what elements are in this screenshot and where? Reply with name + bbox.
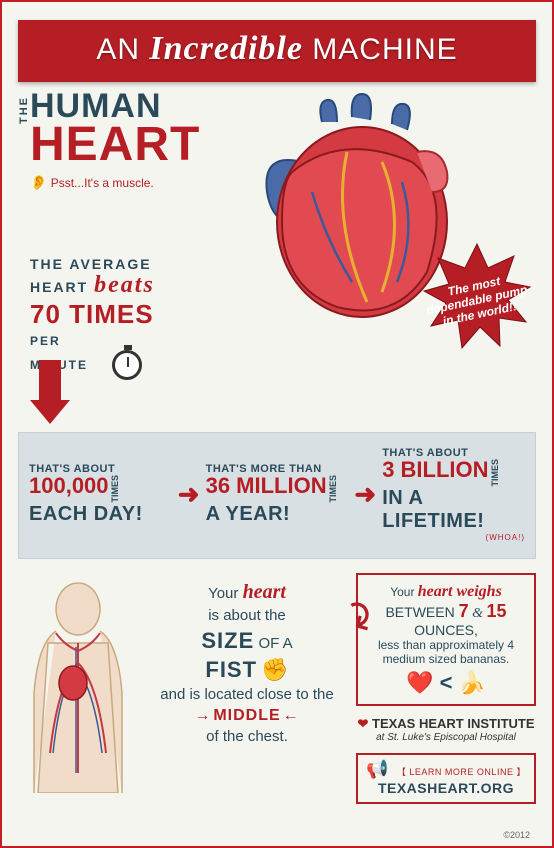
arrow-right-icon: ➜: [178, 479, 200, 510]
weight-box: Your heart weighs BETWEEN 7 & 15 OUNCES,…: [356, 573, 536, 706]
announcer-icon: 📢: [366, 759, 388, 780]
ear-icon: 👂: [30, 174, 47, 190]
learn-more-box: 📢 LEARN MORE ONLINE TEXASHEART.ORG: [356, 753, 536, 804]
the-label: THE: [18, 96, 30, 124]
arrow-right-icon: ➜: [354, 479, 376, 510]
stat-lifetime: THAT'S ABOUT 3 BILLIONTIMES IN A LIFETIM…: [382, 447, 525, 542]
beats-line1: THE AVERAGE: [30, 256, 180, 272]
institute-credit: TEXAS HEART INSTITUTE at St. Luke's Epis…: [356, 716, 536, 743]
title-banner: AN Incredible MACHINE: [18, 20, 536, 82]
beats-line2: HEART beats: [30, 272, 180, 299]
copyright: ©2012: [503, 830, 530, 840]
poster: AN Incredible MACHINE THE HUMAN HEART 👂 …: [0, 0, 554, 848]
heart-word: HEART: [30, 122, 200, 168]
heading-block: THE HUMAN HEART 👂 Psst...It's a muscle.: [30, 90, 200, 191]
body-text: Your heart is about the SIZE OF A FIST ✊…: [148, 573, 346, 804]
psst-line: 👂 Psst...It's a muscle.: [30, 174, 200, 191]
right-column: Your heart weighs BETWEEN 7 & 15 OUNCES,…: [356, 573, 536, 804]
banner-pre: AN: [96, 33, 149, 66]
stat-day: THAT'S ABOUT 100,000TIMES EACH DAY!: [29, 463, 172, 526]
weight-comparison: ❤️<🍌: [364, 670, 528, 696]
beats-count: 70 TIMES: [30, 299, 180, 330]
down-arrow-icon: [30, 360, 70, 424]
fist-icon: ✊: [261, 657, 288, 682]
hero-section: THE HUMAN HEART 👂 Psst...It's a muscle. …: [2, 82, 552, 432]
lower-section: Your heart is about the SIZE OF A FIST ✊…: [18, 573, 536, 804]
banana-icon: 🍌: [458, 670, 485, 695]
banner-post: MACHINE: [303, 33, 458, 66]
body-illustration: [18, 573, 138, 804]
banner-script: Incredible: [149, 30, 303, 67]
stats-panel: THAT'S ABOUT 100,000TIMES EACH DAY! ➜ TH…: [18, 432, 536, 559]
stopwatch-icon: [112, 350, 142, 380]
starburst-badge: The most dependable pump in the world!!: [422, 242, 532, 352]
heart-icon: ❤️: [406, 670, 433, 695]
stat-year: THAT'S MORE THAN 36 MILLIONTIMES A YEAR!: [206, 463, 349, 526]
